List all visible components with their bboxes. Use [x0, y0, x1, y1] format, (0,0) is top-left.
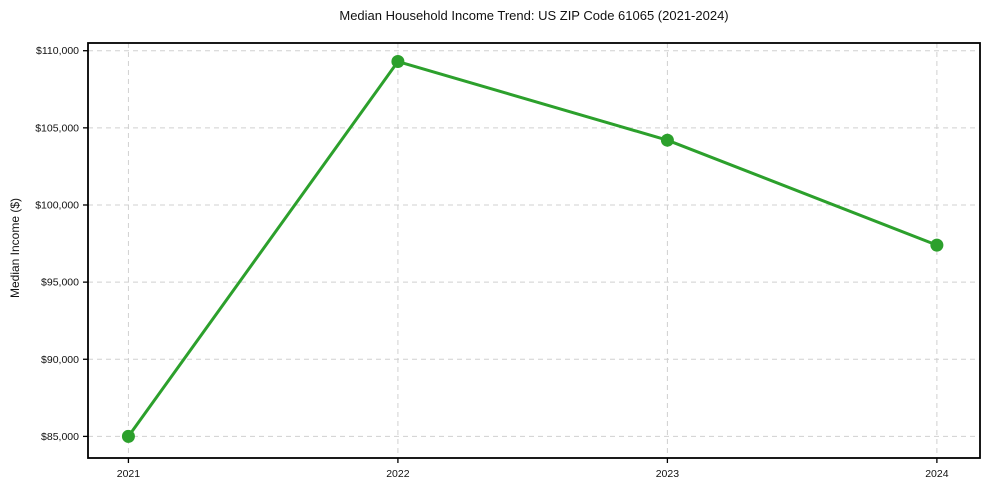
- y-tick-label: $90,000: [41, 354, 79, 366]
- x-tick-label: 2023: [656, 468, 680, 480]
- x-tick-label: 2022: [386, 468, 410, 480]
- y-tick-label: $105,000: [35, 122, 79, 134]
- y-tick-label: $85,000: [41, 431, 79, 443]
- data-point-2022: [391, 55, 405, 69]
- x-tick-label: 2021: [117, 468, 141, 480]
- y-tick-label: $95,000: [41, 277, 79, 289]
- income-trend-line: [126, 60, 939, 438]
- y-tick-label: $110,000: [36, 45, 79, 57]
- x-tick-label: 2024: [925, 468, 949, 480]
- chart-title: Median Household Income Trend: US ZIP Co…: [339, 8, 729, 23]
- y-tick-label: $100,000: [35, 199, 79, 211]
- data-point-2021: [121, 429, 135, 443]
- data-point-2024: [930, 238, 944, 252]
- plot-border: [87, 42, 981, 459]
- data-point-2023: [660, 133, 674, 147]
